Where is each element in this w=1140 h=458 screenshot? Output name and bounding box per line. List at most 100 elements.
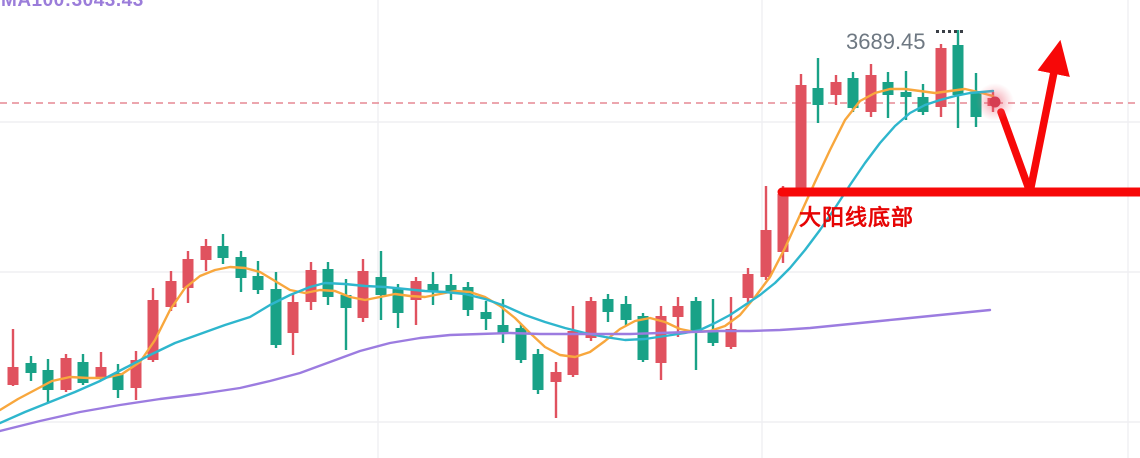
candle <box>865 64 877 117</box>
candle <box>830 75 842 105</box>
candle <box>25 356 37 381</box>
candle-body <box>567 331 579 375</box>
candle-body <box>760 230 772 277</box>
candle <box>60 354 72 392</box>
candle-body <box>7 367 19 385</box>
candle <box>147 288 159 362</box>
candle <box>340 279 352 350</box>
candle <box>410 277 422 325</box>
candle-body <box>725 329 737 347</box>
candle-body <box>200 246 212 260</box>
candle-body <box>217 246 229 258</box>
candle <box>655 306 667 380</box>
candle <box>620 296 632 325</box>
v-shape-arrow-annotation[interactable] <box>997 39 1070 196</box>
candle-body <box>917 97 929 112</box>
candle <box>690 297 702 370</box>
candle-body <box>462 287 474 310</box>
candle-body <box>480 312 492 319</box>
candle-body <box>112 373 124 390</box>
candle-body <box>550 372 562 382</box>
candle-body <box>935 48 947 107</box>
candle-body <box>777 194 789 252</box>
candle-body <box>847 78 859 108</box>
candle-body <box>830 82 842 95</box>
candle-body <box>585 301 597 338</box>
candle <box>550 362 562 418</box>
candle <box>165 271 177 311</box>
candle <box>182 251 194 303</box>
support-annotation-label: 大阳线底部 <box>799 205 915 230</box>
candle-body <box>655 316 667 363</box>
candle-body <box>77 362 89 383</box>
ma-fast-orange <box>0 87 995 412</box>
candle <box>392 284 404 328</box>
candle-body <box>25 363 37 373</box>
high-price-dotted-leader-icon <box>936 30 963 33</box>
candle-body <box>130 360 142 388</box>
candle-body <box>287 302 299 333</box>
candle-body <box>147 300 159 360</box>
candle <box>427 272 439 305</box>
candle <box>445 274 457 300</box>
candle <box>480 301 492 330</box>
candle <box>935 44 947 117</box>
candle-body <box>952 45 964 95</box>
candle-body <box>515 328 527 360</box>
candle-body <box>602 299 614 312</box>
candle <box>952 30 964 128</box>
candle <box>882 72 894 118</box>
candle <box>742 268 754 302</box>
candle-body <box>497 325 509 333</box>
candle-body <box>60 358 72 390</box>
candle <box>112 364 124 398</box>
candle-body <box>357 271 369 318</box>
candle <box>42 359 54 403</box>
candle <box>130 351 142 400</box>
candle <box>287 294 299 355</box>
candle-body <box>620 304 632 320</box>
candle <box>270 272 282 348</box>
candle-body <box>900 92 912 97</box>
candle-body <box>532 354 544 390</box>
candle-body <box>690 301 702 332</box>
candle <box>970 73 982 127</box>
candle-body <box>795 85 807 190</box>
candle-body <box>252 276 264 290</box>
candle <box>515 324 527 363</box>
ma-slow-purple <box>0 308 992 433</box>
candle <box>847 72 859 112</box>
ma100-legend-label: MA100:3043.43 <box>1 0 144 11</box>
candle <box>200 239 212 271</box>
candle-body <box>42 370 54 390</box>
candle <box>95 352 107 380</box>
candle <box>812 58 824 123</box>
candle-body <box>340 295 352 308</box>
candle-body <box>812 88 824 105</box>
candle <box>760 186 772 280</box>
candle-body <box>392 289 404 313</box>
candle-body <box>865 75 877 112</box>
candle <box>217 234 229 264</box>
candle <box>7 329 19 386</box>
candle-body <box>970 93 982 117</box>
candle-body <box>182 259 194 288</box>
candle <box>77 354 89 385</box>
candle-body <box>672 306 684 317</box>
candle <box>917 84 929 115</box>
candle <box>900 71 912 120</box>
candle <box>357 259 369 322</box>
candle <box>235 251 247 292</box>
ma-mid-cyan <box>0 89 995 425</box>
candle-body <box>270 289 282 345</box>
candle-body <box>427 284 439 291</box>
candle <box>707 299 719 346</box>
candle-body <box>95 367 107 378</box>
candle-body <box>445 285 457 292</box>
candle <box>567 306 579 377</box>
high-price-label: 3689.45 <box>846 29 926 54</box>
candle <box>672 297 684 337</box>
candle <box>602 294 614 322</box>
